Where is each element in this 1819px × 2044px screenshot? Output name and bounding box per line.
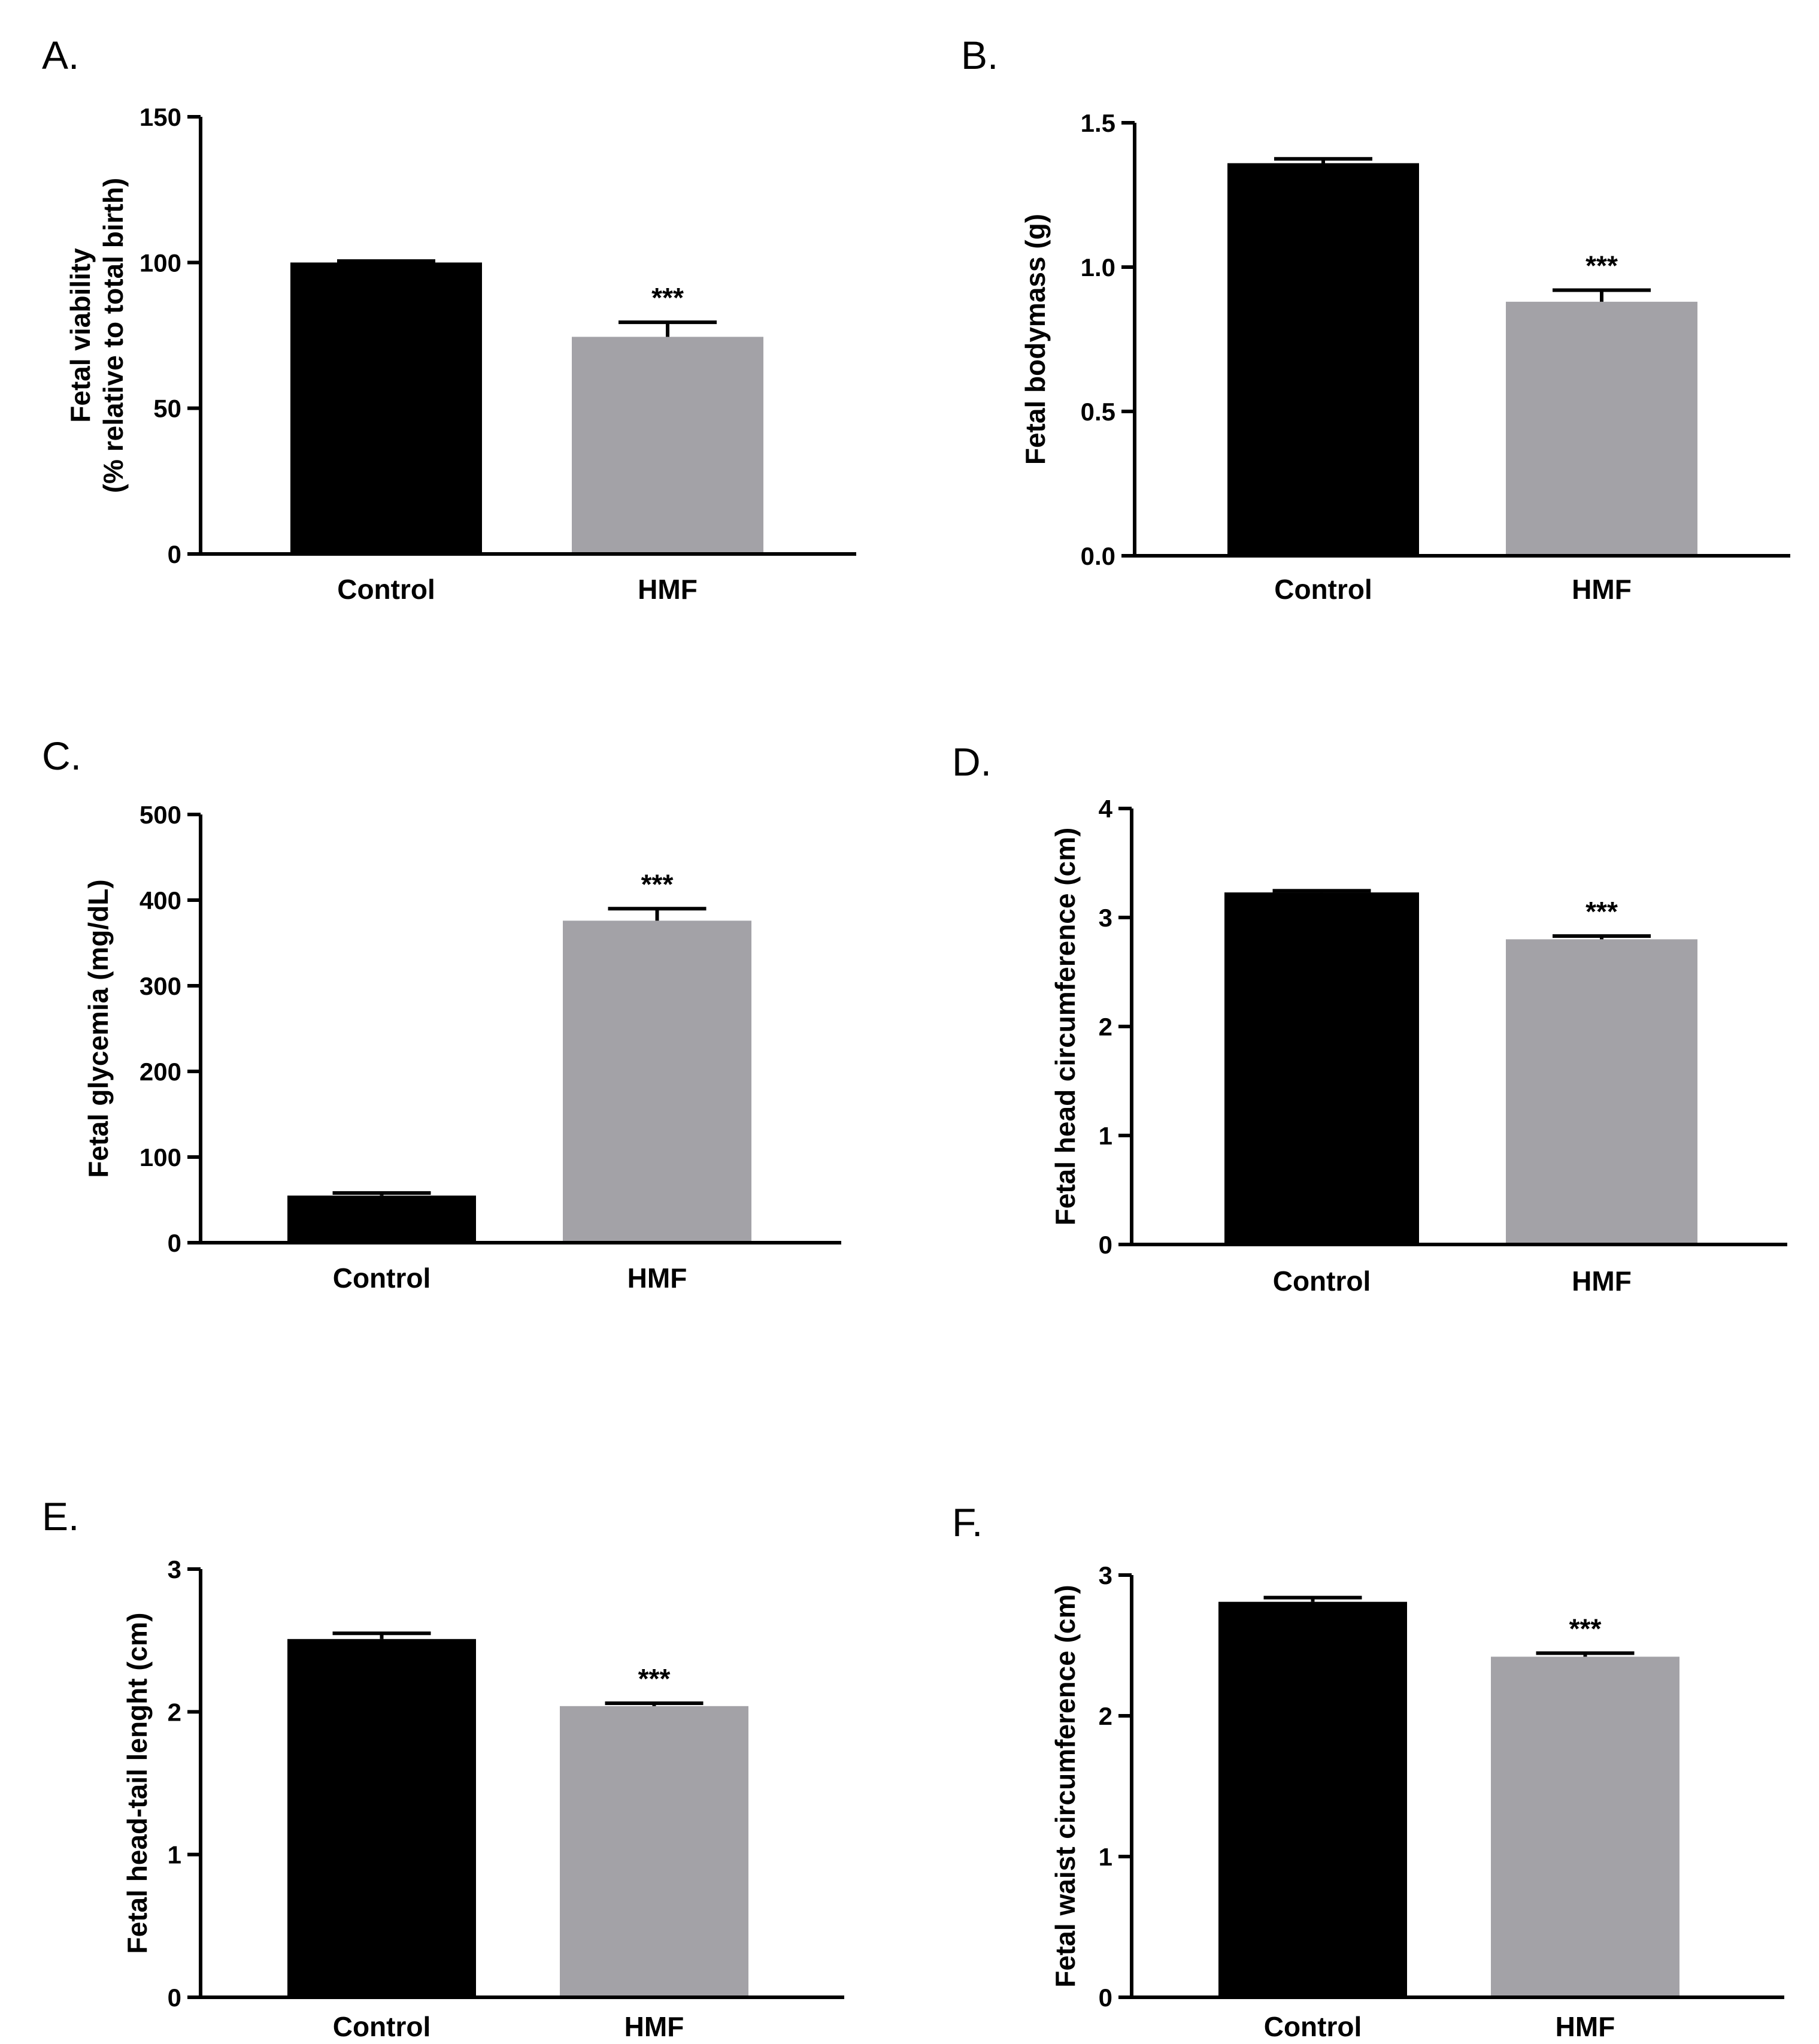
panel-letter: A.: [42, 33, 79, 77]
panel-letter: B.: [961, 33, 998, 77]
y-tick-label: 50: [153, 395, 181, 423]
significance-label: ***: [638, 1663, 671, 1694]
y-tick-label: 2: [1099, 1013, 1112, 1041]
x-tick-label: HMF: [1572, 1265, 1632, 1297]
bar-hmf: [572, 337, 763, 554]
y-tick-label: 0: [168, 1984, 181, 2012]
y-axis-label: Fetal head circumference (cm): [1050, 828, 1081, 1226]
y-tick-label: 500: [140, 801, 181, 829]
y-tick-label: 2: [168, 1698, 181, 1726]
x-tick-label: Control: [1264, 2011, 1362, 2042]
bar-hmf: [1491, 1657, 1679, 1997]
bar-hmf: [563, 920, 751, 1243]
x-tick-label: HMF: [1556, 2011, 1615, 2042]
bar-control: [290, 262, 482, 554]
significance-label: ***: [1585, 250, 1618, 281]
error-bar: [608, 907, 707, 921]
y-tick-label: 0: [1099, 1984, 1112, 2012]
y-tick-label: 0: [168, 1229, 181, 1257]
y-tick-label: 0: [168, 540, 181, 568]
error-bar: [337, 259, 435, 263]
y-axis-label: Fetal viability: [65, 248, 96, 423]
y-tick-label: 1: [1099, 1843, 1112, 1871]
error-bar: [1272, 889, 1371, 893]
y-tick-label: 200: [140, 1058, 181, 1086]
bar-hmf: [1506, 301, 1697, 556]
x-tick-label: Control: [1273, 1265, 1371, 1297]
bar-control: [1227, 163, 1419, 556]
error-bar: [1274, 157, 1372, 163]
significance-label: ***: [641, 868, 674, 900]
y-tick-label: 0.0: [1081, 542, 1115, 570]
y-tick-label: 3: [1099, 904, 1112, 932]
y-tick-label: 1: [168, 1841, 181, 1869]
y-tick-label: 150: [140, 103, 181, 131]
y-tick-label: 4: [1099, 795, 1113, 823]
x-tick-label: HMF: [638, 574, 698, 605]
error-bar: [1553, 288, 1651, 302]
panel-letter: D.: [952, 740, 992, 784]
error-bar: [1553, 934, 1651, 940]
x-tick-label: HMF: [624, 2011, 684, 2042]
error-bar: [1263, 1595, 1362, 1602]
panel-letter: C.: [42, 734, 81, 778]
bar-hmf: [1506, 939, 1697, 1244]
bar-hmf: [560, 1706, 748, 1997]
y-tick-label: 1.5: [1081, 109, 1115, 137]
chart-panel: C. Control *** HMF 0 100 200 300 400 500 Fetal gly…: [42, 734, 841, 1294]
y-tick-label: 100: [140, 249, 181, 277]
panel-letter: E.: [42, 1494, 79, 1539]
bar-control: [1218, 1601, 1407, 1997]
y-tick-label: 0: [1099, 1231, 1112, 1259]
chart-panel: B. Control *** HMF 0.0 0.5 1.0 1.5 Fetal bodymas…: [961, 33, 1790, 605]
significance-label: ***: [651, 282, 684, 313]
error-bar: [332, 1631, 431, 1639]
x-tick-label: Control: [1274, 574, 1372, 605]
y-axis-label: Fetal glycemia (mg/dL): [83, 879, 114, 1177]
y-tick-label: 100: [140, 1143, 181, 1171]
y-tick-label: 2: [1099, 1702, 1112, 1730]
y-axis-label: (% relative to total birth): [98, 178, 129, 493]
x-tick-label: Control: [333, 2011, 431, 2042]
error-bar: [1536, 1651, 1635, 1657]
error-bar: [332, 1191, 431, 1196]
chart-panel: A. Control *** HMF 0 50 100 150 Fetal viability(…: [42, 33, 856, 605]
error-bar: [619, 320, 717, 337]
x-tick-label: Control: [337, 574, 435, 605]
y-tick-label: 300: [140, 972, 181, 1000]
x-tick-label: HMF: [627, 1262, 687, 1294]
significance-label: ***: [1585, 896, 1618, 927]
x-tick-label: Control: [333, 1262, 431, 1294]
y-axis-label: Fetal bodymass (g): [1020, 214, 1051, 465]
y-tick-label: 3: [168, 1555, 181, 1583]
y-tick-label: 3: [1099, 1561, 1112, 1589]
panel-letter: F.: [952, 1500, 983, 1545]
bar-control: [287, 1195, 476, 1243]
y-tick-label: 0.5: [1081, 398, 1115, 426]
y-tick-label: 400: [140, 886, 181, 914]
y-axis-label: Fetal head-tail lenght (cm): [122, 1613, 153, 1954]
x-tick-label: HMF: [1572, 574, 1632, 605]
chart-panel: F. Control *** HMF 0 1 2 3 Fetal waist circumfer…: [952, 1500, 1784, 2042]
error-bar: [605, 1701, 704, 1706]
bar-control: [287, 1639, 476, 1997]
significance-label: ***: [1569, 1613, 1602, 1644]
y-axis-label: Fetal waist circumference (cm): [1050, 1585, 1081, 1987]
y-tick-label: 1.0: [1081, 253, 1115, 281]
y-tick-label: 1: [1099, 1122, 1112, 1150]
bar-control: [1224, 892, 1419, 1244]
chart-panel: E. Control *** HMF 0 1 2 3 Fetal head-tail lengh…: [42, 1494, 844, 2042]
chart-panel: D. Control *** HMF 0 1 2 3 4 Fetal head circumfer…: [952, 740, 1787, 1297]
